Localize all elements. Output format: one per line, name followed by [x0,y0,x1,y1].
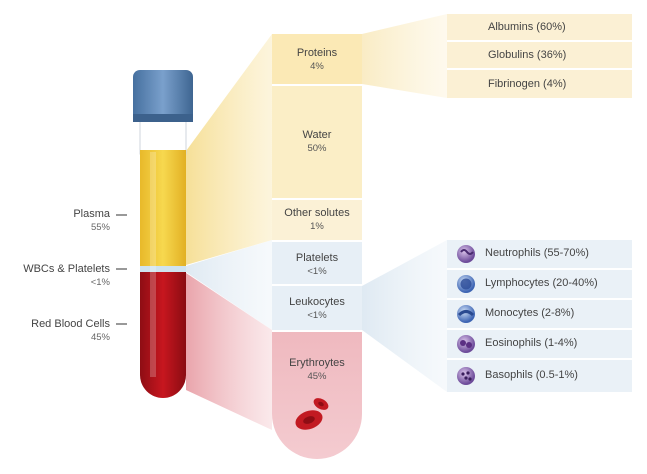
plasma-label: Plasma 55% [73,208,110,233]
albumins-row: Albumins (60%) [488,21,566,33]
proteins-breakdown-panel [447,14,632,98]
rbc-label: Red Blood Cells 45% [31,318,110,343]
lymphocytes-row: Lymphocytes (20-40%) [485,277,598,289]
test-tube [133,70,193,398]
water-cell: Water 50% [302,129,332,154]
neutrophils-row: Neutrophils (55-70%) [485,247,589,259]
buffy-funnel [186,240,272,330]
other-solutes-cell: Other solutes 1% [284,207,350,232]
monocytes-row: Monocytes (2-8%) [485,307,575,319]
red-blood-cell-icon [295,398,329,430]
proteins-funnel [362,14,447,98]
neutrophil-icon [457,245,475,263]
basophil-icon [457,367,475,385]
fibrinogen-row: Fibrinogen (4%) [488,78,567,90]
monocyte-icon [457,305,475,323]
plasma-pct: 55% [90,222,110,233]
eosinophils-row: Eosinophils (1-4%) [485,337,578,349]
platelets-cell: Platelets <1% [295,252,339,277]
basophils-row: Basophils (0.5-1%) [485,369,578,381]
leukocytes-cell: Leukocytes <1% [289,296,345,321]
buffy-coat-pct: <1% [90,277,110,288]
plasma-funnel [186,34,272,265]
lymphocyte-icon [457,275,475,293]
composition-column [272,34,362,459]
rbc-funnel [186,273,272,430]
erythrocytes-cell: Erythroytes 45% [289,357,345,382]
proteins-cell: Proteins 4% [296,47,338,72]
buffy-coat-label: WBCs & Platelets <1% [23,263,110,288]
rbc-pct: 45% [90,332,110,343]
leukocyte-breakdown-panel [447,240,632,392]
globulins-row: Globulins (36%) [488,49,567,61]
leukocytes-funnel [362,240,447,392]
eosinophil-icon [457,335,475,353]
